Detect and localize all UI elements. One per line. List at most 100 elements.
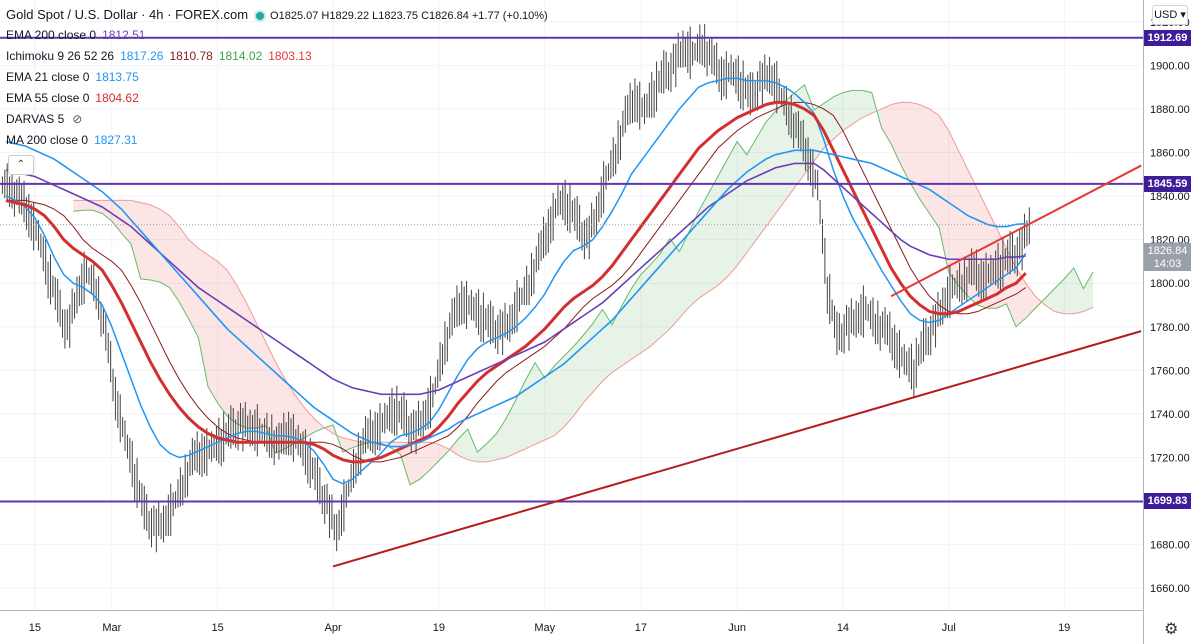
cloud-segment — [891, 102, 901, 165]
y-tick-label: 1800.00 — [1150, 278, 1190, 290]
cloud-segment — [1044, 288, 1055, 312]
cloud-segment — [198, 248, 209, 387]
y-tick-label: 1660.00 — [1150, 583, 1190, 595]
currency-button[interactable]: USD ▾ — [1152, 5, 1188, 25]
cloud-segment — [1025, 283, 1036, 319]
cloud-segment — [621, 288, 632, 366]
cloud-segment — [256, 322, 266, 429]
y-tick-label: 1740.00 — [1150, 409, 1190, 421]
cloud-segment — [563, 346, 574, 427]
y-tick-label: 1760.00 — [1150, 365, 1190, 377]
cloud-segment — [284, 379, 295, 449]
cloud-segment — [804, 84, 815, 175]
indicator-label: MA 200 close 0 — [6, 133, 89, 147]
y-tick-label: 1720.00 — [1150, 453, 1190, 465]
bar-countdown: 14:03 — [1153, 258, 1182, 270]
cloud-segment — [1083, 271, 1094, 312]
cloud-segment — [756, 122, 766, 240]
cloud-segment — [438, 444, 449, 461]
cloud-segment — [929, 108, 940, 228]
cloud-segment — [179, 226, 189, 320]
cloud-segment — [400, 442, 411, 485]
hidden-eye-icon[interactable]: ⊘ — [72, 112, 83, 126]
cloud-segment — [573, 335, 584, 417]
collapse-legend-button[interactable]: ⌃ — [8, 155, 34, 175]
indicator-value: 1804.62 — [95, 91, 139, 105]
cloud-segment — [73, 200, 83, 212]
market-open-icon — [256, 11, 265, 20]
cloud-segment — [727, 141, 738, 277]
cloud-segment — [612, 306, 622, 373]
cloud-segment — [794, 84, 805, 188]
x-tick-label: 19 — [1058, 622, 1070, 634]
kijun-line — [6, 101, 1027, 463]
cloud-segment — [227, 270, 237, 424]
y-tick-label: 1680.00 — [1150, 540, 1190, 552]
series-ema-21 — [5, 77, 1027, 485]
cloud-segment — [188, 239, 199, 338]
x-tick-label: 15 — [29, 622, 41, 634]
cloud-segment — [650, 253, 661, 347]
cloud-segment — [939, 115, 949, 273]
indicator-row[interactable]: MA 200 close 0 1827.31 — [6, 130, 548, 151]
indicator-value: 1827.31 — [94, 133, 138, 147]
cloud-segment — [1054, 278, 1065, 314]
cloud-segment — [448, 438, 459, 456]
level-price-tag: 1845.59 — [1144, 175, 1191, 192]
x-tick-label: Jul — [942, 622, 956, 634]
x-tick-label: 15 — [212, 622, 224, 634]
cloud-segment — [208, 254, 218, 404]
indicator-row[interactable]: EMA 21 close 0 1813.75 — [6, 67, 548, 88]
cloud-segment — [910, 102, 920, 200]
cloud-segment — [554, 356, 564, 436]
cloud-segment — [477, 443, 487, 462]
cloud-segment — [525, 362, 536, 449]
cloud-segment — [544, 366, 555, 441]
chart-grid — [0, 0, 1143, 610]
price-bars — [1, 23, 1030, 553]
trendline — [890, 164, 1142, 298]
y-tick-label: 1900.00 — [1150, 60, 1190, 72]
indicator-row[interactable]: Ichimoku 9 26 52 26 1817.26 1810.78 1814.02… — [6, 46, 548, 67]
horizontal-levels — [0, 36, 1143, 503]
current-price-tag: 1826.84 14:03 — [1144, 243, 1191, 271]
cloud-segment — [852, 90, 863, 125]
cloud-segment — [217, 261, 228, 417]
trendline — [332, 330, 1142, 568]
x-tick-label: Mar — [102, 622, 121, 634]
cloud-segment — [669, 238, 680, 329]
indicator-row[interactable]: EMA 200 close 0 1812.51 — [6, 25, 548, 46]
senkou-span-b — [73, 101, 1094, 463]
symbol-title: Gold Spot / U.S. Dollar · 4h · FOREX.com — [6, 7, 249, 22]
y-tick-label: 1860.00 — [1150, 148, 1190, 160]
cloud-segment — [515, 380, 526, 454]
cloud-segment — [737, 141, 747, 266]
indicator-row[interactable]: DARVAS 5 ⊘ — [6, 109, 548, 130]
series-ema-55 — [5, 100, 1027, 464]
cloud-segment — [717, 159, 728, 286]
cloud-segment — [169, 215, 180, 302]
y-tick-label: 1780.00 — [1150, 322, 1190, 334]
x-tick-label: Jun — [728, 622, 746, 634]
gear-icon[interactable]: ⚙ — [1164, 621, 1179, 638]
cloud-segment — [236, 285, 247, 429]
indicator-label: EMA 200 close 0 — [6, 28, 97, 42]
cloud-segment — [746, 138, 757, 253]
cloud-segment — [487, 433, 497, 462]
cloud-segment — [775, 101, 786, 214]
indicator-value: 1817.26 — [120, 49, 164, 63]
cloud-segment — [140, 202, 151, 280]
currency-label: USD — [1154, 9, 1178, 21]
cloud-segment — [660, 238, 670, 338]
cloud-segment — [968, 169, 978, 305]
cloud-segment — [708, 176, 718, 292]
indicator-label: DARVAS 5 — [6, 112, 65, 126]
indicator-row[interactable]: EMA 55 close 0 1804.62 — [6, 88, 548, 109]
indicator-value: 1814.02 — [218, 49, 263, 63]
indicator-lines — [0, 77, 1143, 485]
chart-legend: Gold Spot / U.S. Dollar · 4h · FOREX.com… — [6, 4, 548, 151]
x-tick-label: May — [534, 622, 555, 634]
cloud-segment — [679, 232, 690, 319]
cloud-segment — [410, 442, 420, 485]
